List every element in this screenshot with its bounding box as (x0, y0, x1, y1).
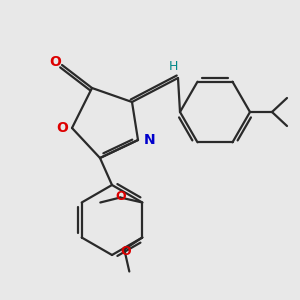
Text: N: N (144, 133, 156, 147)
Text: O: O (49, 55, 61, 69)
Text: O: O (115, 190, 126, 203)
Text: H: H (168, 61, 178, 74)
Text: O: O (120, 245, 130, 258)
Text: O: O (56, 121, 68, 135)
